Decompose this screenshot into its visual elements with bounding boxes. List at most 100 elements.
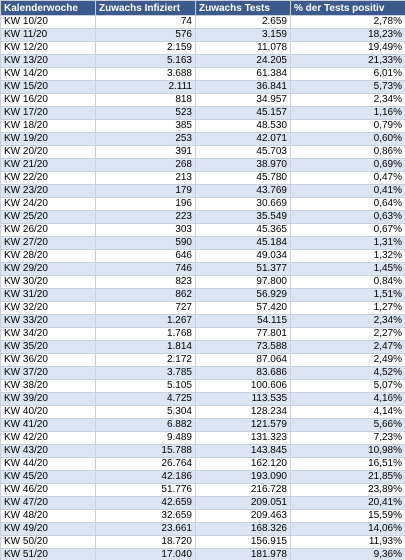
value-cell: 0,84% [290,275,405,289]
value-cell: 391 [95,145,196,159]
week-cell: KW 20/20 [0,145,96,159]
table-row: KW 32/20 727 57.420 1,27% [0,301,405,315]
week-cell: KW 50/20 [0,535,96,549]
value-cell: 0,69% [290,158,405,172]
value-cell: 2,49% [290,353,405,367]
header-cell: Kalenderwoche [0,0,96,16]
table-row: KW 23/20 179 43.769 0,41% [0,184,405,198]
week-cell: KW 47/20 [0,496,96,510]
value-cell: 23.661 [95,522,196,536]
week-cell: KW 14/20 [0,67,96,81]
value-cell: 0,67% [290,223,405,237]
week-cell: KW 49/20 [0,522,96,536]
value-cell: 5,73% [290,80,405,94]
value-cell: 209.051 [195,496,291,510]
value-cell: 223 [95,210,196,224]
week-cell: KW 21/20 [0,158,96,172]
week-cell: KW 38/20 [0,379,96,393]
value-cell: 162.120 [195,457,291,471]
value-cell: 42.659 [95,496,196,510]
week-cell: KW 16/20 [0,93,96,107]
value-cell: 15,59% [290,509,405,523]
table-row: KW 20/20 391 45.703 0,86% [0,145,405,159]
table-row: KW 30/20 823 97.800 0,84% [0,275,405,289]
value-cell: 523 [95,106,196,120]
value-cell: 56.929 [195,288,291,302]
table-row: KW 26/20 303 45.365 0,67% [0,223,405,237]
value-cell: 10,98% [290,444,405,458]
table-row: KW 48/20 32.659 209.463 15,59% [0,509,405,523]
value-cell: 2,78% [290,15,405,29]
value-cell: 0,64% [290,197,405,211]
value-cell: 196 [95,197,196,211]
value-cell: 26.764 [95,457,196,471]
value-cell: 181.978 [195,548,291,560]
table-row: KW 45/20 42.186 193.090 21,85% [0,470,405,484]
week-cell: KW 37/20 [0,366,96,380]
value-cell: 2.111 [95,80,196,94]
value-cell: 36.841 [195,80,291,94]
value-cell: 51.377 [195,262,291,276]
value-cell: 21,33% [290,54,405,68]
table-row: KW 14/20 3.688 61.384 6,01% [0,67,405,81]
value-cell: 42.186 [95,470,196,484]
week-cell: KW 48/20 [0,509,96,523]
value-cell: 0,63% [290,210,405,224]
value-cell: 32.659 [95,509,196,523]
value-cell: 30.669 [195,197,291,211]
value-cell: 9.489 [95,431,196,445]
value-cell: 5,07% [290,379,405,393]
value-cell: 3.785 [95,366,196,380]
table-row: KW 25/20 223 35.549 0,63% [0,210,405,224]
week-cell: KW 27/20 [0,236,96,250]
table-row: KW 35/20 1.814 73.588 2,47% [0,340,405,354]
week-cell: KW 31/20 [0,288,96,302]
week-cell: KW 23/20 [0,184,96,198]
value-cell: 1.267 [95,314,196,328]
table-row: KW 44/20 26.764 162.120 16,51% [0,457,405,471]
week-cell: KW 26/20 [0,223,96,237]
value-cell: 179 [95,184,196,198]
week-cell: KW 39/20 [0,392,96,406]
table-row: KW 17/20 523 45.157 1,16% [0,106,405,120]
table-row: KW 34/20 1.768 77.801 2,27% [0,327,405,341]
value-cell: 862 [95,288,196,302]
week-cell: KW 17/20 [0,106,96,120]
value-cell: 2.159 [95,41,196,55]
table-row: KW 51/20 17.040 181.978 9,36% [0,548,405,560]
value-cell: 4.725 [95,392,196,406]
table-row: KW 18/20 385 48.530 0,79% [0,119,405,133]
value-cell: 45.157 [195,106,291,120]
value-cell: 61.384 [195,67,291,81]
value-cell: 2,34% [290,314,405,328]
table-row: KW 37/20 3.785 83.686 4,52% [0,366,405,380]
table-row: KW 11/20 576 3.159 18,23% [0,28,405,42]
value-cell: 7,23% [290,431,405,445]
value-cell: 51.776 [95,483,196,497]
value-cell: 0,60% [290,132,405,146]
table-row: KW 50/20 18.720 156.915 11,93% [0,535,405,549]
value-cell: 0,41% [290,184,405,198]
week-cell: KW 32/20 [0,301,96,315]
value-cell: 73.588 [195,340,291,354]
value-cell: 590 [95,236,196,250]
value-cell: 746 [95,262,196,276]
table-row: KW 10/20 74 2.659 2,78% [0,15,405,29]
value-cell: 2.659 [195,15,291,29]
week-cell: KW 36/20 [0,353,96,367]
value-cell: 5,66% [290,418,405,432]
table-row: KW 22/20 213 45.780 0,47% [0,171,405,185]
table-row: KW 24/20 196 30.669 0,64% [0,197,405,211]
table-row: KW 40/20 5.304 128.234 4,14% [0,405,405,419]
week-cell: KW 51/20 [0,548,96,560]
table-row: KW 12/20 2.159 11.078 19,49% [0,41,405,55]
value-cell: 45.184 [195,236,291,250]
value-cell: 16,51% [290,457,405,471]
value-cell: 57.420 [195,301,291,315]
value-cell: 5.105 [95,379,196,393]
week-cell: KW 44/20 [0,457,96,471]
table-row: KW 36/20 2.172 87.064 2,49% [0,353,405,367]
value-cell: 54.115 [195,314,291,328]
